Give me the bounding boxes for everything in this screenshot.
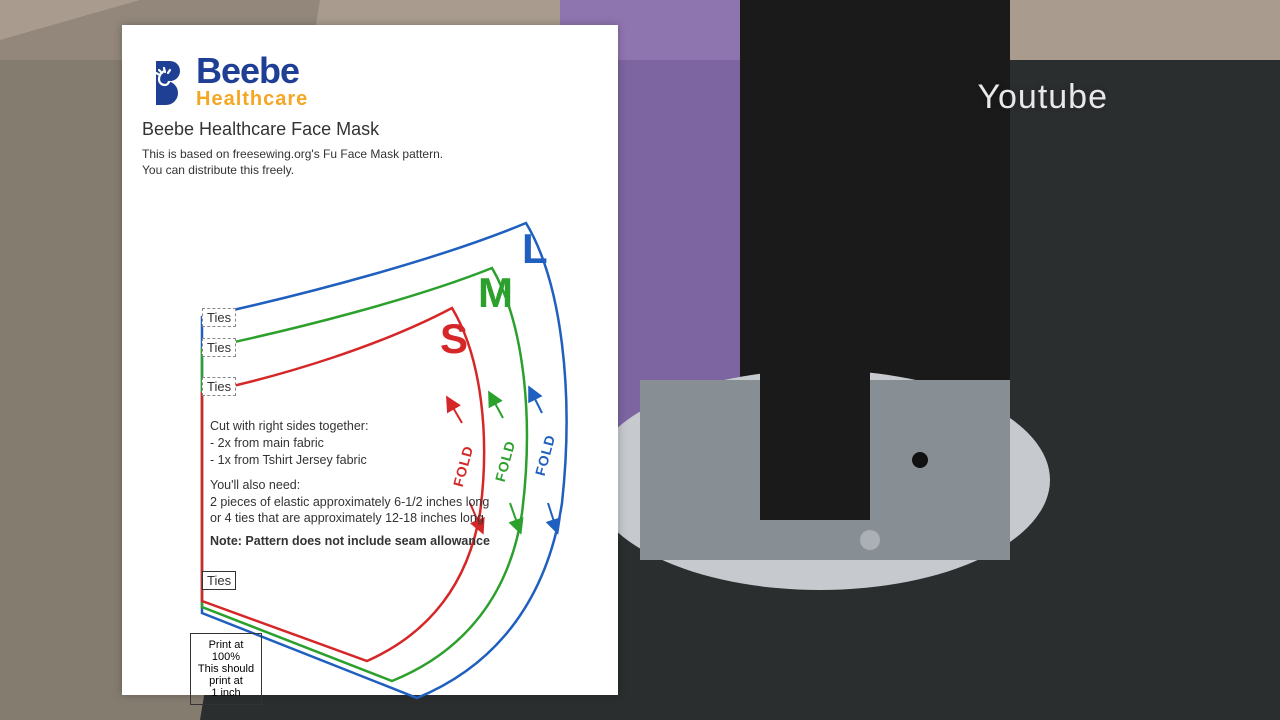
size-label-l: L [522,225,548,273]
instructions-block: Cut with right sides together: - 2x from… [210,418,490,550]
logo-glyph-icon [142,57,190,105]
print-scale-box: Print at 100% This should print at 1 inc… [190,633,262,705]
brand-logo: Beebe Healthcare [142,53,596,109]
cut-item-0: - 2x from main fabric [210,435,490,452]
scale-line-2: This should [198,663,254,675]
ties-label-s: Ties [202,377,236,396]
brand-wordmark: Beebe Healthcare [196,53,308,109]
ties-label-l: Ties [202,308,236,327]
subtitle-line-2: You can distribute this freely. [142,163,294,177]
subtitle-line-1: This is based on freesewing.org's Fu Fac… [142,147,443,161]
pattern-sheet: Beebe Healthcare Beebe Healthcare Face M… [122,25,618,695]
cut-item-1: - 1x from Tshirt Jersey fabric [210,452,490,469]
cut-header: Cut with right sides together: [210,418,490,435]
seam-note: Note: Pattern does not include seam allo… [210,533,490,550]
video-frame: Youtube Beebe Healthcare Beebe Healthcar… [0,0,1280,720]
need-header: You'll also need: [210,477,490,494]
brand-name-secondary: Healthcare [196,89,308,109]
size-label-m: M [478,269,513,317]
scale-line-4: 1 inch [211,687,240,699]
scale-line-1: Print at 100% [209,639,244,663]
brand-name-primary: Beebe [196,53,308,89]
ties-label-bottom: Ties [202,571,236,590]
scale-line-3: print at [209,675,243,687]
video-source-watermark: Youtube [977,78,1108,117]
need-item-0: 2 pieces of elastic approximately 6-1/2 … [210,494,490,511]
sheet-subtitle: This is based on freesewing.org's Fu Fac… [142,146,596,178]
need-item-1: or 4 ties that are approximately 12-18 i… [210,510,490,527]
ties-label-m: Ties [202,338,236,357]
sheet-title: Beebe Healthcare Face Mask [142,119,596,140]
size-label-s: S [440,315,468,363]
